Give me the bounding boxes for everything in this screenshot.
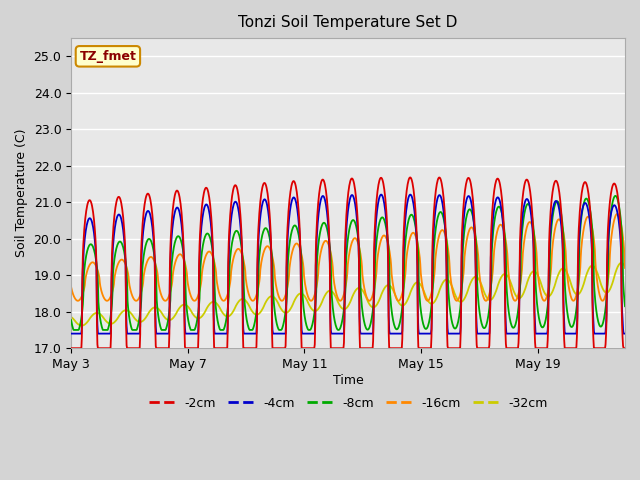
Title: Tonzi Soil Temperature Set D: Tonzi Soil Temperature Set D bbox=[238, 15, 458, 30]
Text: TZ_fmet: TZ_fmet bbox=[79, 50, 136, 63]
Y-axis label: Soil Temperature (C): Soil Temperature (C) bbox=[15, 129, 28, 257]
X-axis label: Time: Time bbox=[333, 374, 364, 387]
Legend: -2cm, -4cm, -8cm, -16cm, -32cm: -2cm, -4cm, -8cm, -16cm, -32cm bbox=[144, 392, 552, 415]
